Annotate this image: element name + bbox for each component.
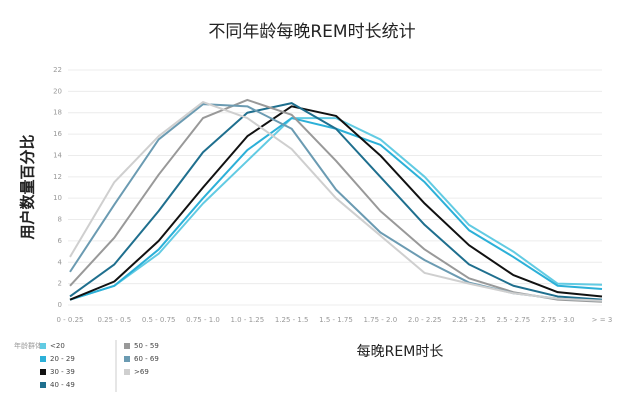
x-tick-label: 0 - 0.25 — [56, 316, 83, 324]
x-tick-label: 0.5 - 0.75 — [142, 316, 176, 324]
x-tick-label: 2.0 - 2.25 — [408, 316, 442, 324]
legend-swatch — [124, 343, 130, 349]
y-axis-label: 用户数量百分比 — [19, 134, 37, 239]
x-tick-label: 0.25 - 0.5 — [97, 316, 131, 324]
legend-label: 60 - 69 — [134, 355, 159, 363]
y-tick-label: 2 — [58, 280, 62, 288]
line-series — [69, 117, 603, 301]
legend-label: 30 - 39 — [50, 368, 75, 376]
y-tick-label: 20 — [53, 87, 62, 95]
legend-swatch — [40, 343, 46, 349]
legend-label: 40 - 49 — [50, 381, 75, 389]
line-series — [69, 105, 603, 301]
y-tick-label: 22 — [53, 66, 62, 74]
y-tick-label: 8 — [58, 216, 62, 224]
x-tick-label: 2.25 - 2.5 — [452, 316, 486, 324]
x-tick-label: 2.5 - 2.75 — [496, 316, 530, 324]
y-tick-label: 4 — [58, 258, 63, 266]
legend-swatch — [124, 356, 130, 362]
legend-label: >69 — [134, 368, 149, 376]
x-tick-label: 1.75 - 2.0 — [363, 316, 397, 324]
y-tick-label: 0 — [58, 301, 62, 309]
line-series — [69, 98, 603, 303]
legend-label: <20 — [50, 342, 65, 350]
legend-swatch — [40, 356, 46, 362]
x-tick-label: 1.5 - 1.75 — [319, 316, 353, 324]
legend-label: 50 - 59 — [134, 342, 159, 350]
x-axis-label: 每晚REM时长 — [357, 344, 444, 360]
y-tick-label: 6 — [58, 237, 63, 245]
legend-swatch — [124, 369, 130, 375]
y-tick-label: 14 — [53, 151, 62, 159]
x-tick-label: 1.0 - 1.25 — [230, 316, 264, 324]
x-tick-label: > = 3 — [592, 316, 613, 324]
legend-swatch — [40, 369, 46, 375]
x-tick-label: 2.75 - 3.0 — [541, 316, 575, 324]
line-series — [69, 102, 603, 301]
legend-swatch — [40, 382, 46, 388]
y-tick-label: 12 — [53, 173, 62, 181]
x-tick-label: 0.75 - 1.0 — [186, 316, 220, 324]
line-series — [69, 101, 603, 302]
y-tick-label: 18 — [53, 109, 62, 117]
chart-title: 不同年龄每晚REM时长统计 — [208, 22, 415, 42]
y-tick-label: 16 — [53, 130, 62, 138]
y-tick-label: 10 — [53, 194, 62, 202]
legend-label: 20 - 29 — [50, 355, 75, 363]
legend-title: 年龄群体 — [14, 341, 42, 350]
x-tick-label: 1.25 - 1.5 — [275, 316, 309, 324]
